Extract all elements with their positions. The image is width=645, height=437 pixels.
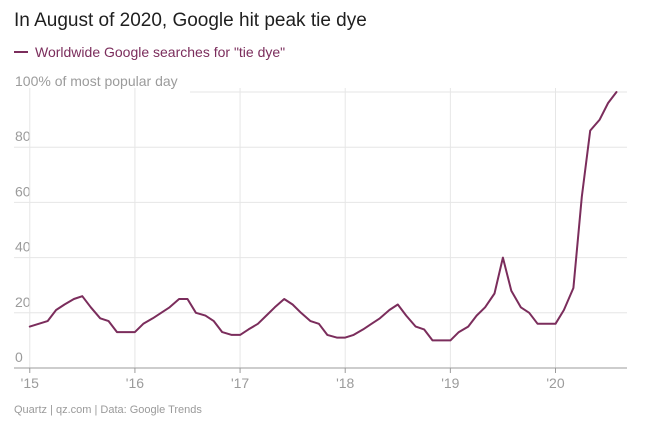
x-tick-label: '19: [441, 375, 459, 391]
y-tick-label: 80: [15, 128, 31, 144]
y-axis-label: 100% of most popular day: [15, 73, 178, 89]
y-tick-label: 40: [15, 239, 31, 255]
legend-label: Worldwide Google searches for "tie dye": [35, 44, 286, 60]
y-tick-label: 20: [15, 294, 31, 310]
x-tick-label: '16: [126, 375, 144, 391]
x-tick-label: '18: [336, 375, 354, 391]
x-tick-label: '17: [231, 375, 249, 391]
x-tick-label: '15: [21, 375, 39, 391]
y-tick-label: 0: [15, 349, 23, 365]
source-note: Quartz | qz.com | Data: Google Trends: [14, 404, 202, 416]
series-line: [28, 91, 618, 342]
y-tick-label: 60: [15, 183, 31, 199]
chart-title: In August of 2020, Google hit peak tie d…: [14, 10, 367, 31]
legend-swatch: [14, 51, 28, 53]
x-tick-label: '20: [546, 375, 564, 391]
legend: Worldwide Google searches for "tie dye": [14, 44, 285, 60]
